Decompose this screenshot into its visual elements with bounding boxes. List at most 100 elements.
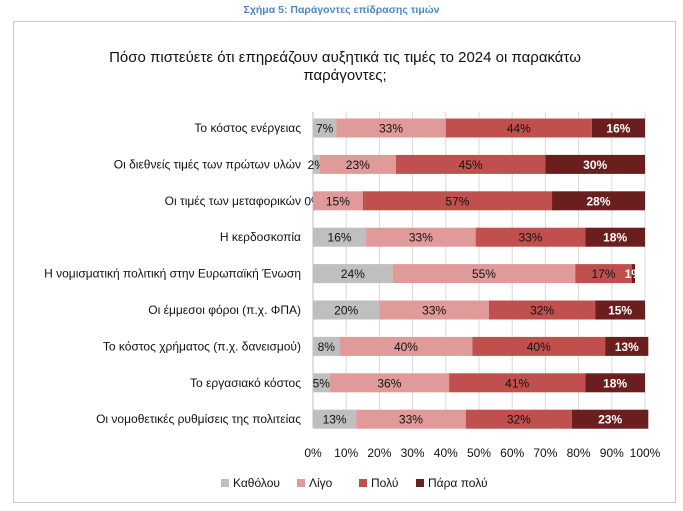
bars-layer: 7%33%44%16%2%23%45%30%0%15%57%28%16%33%3… (304, 118, 649, 429)
bar-segment (313, 336, 340, 356)
chart-title: Πόσο πιστεύετε ότι επηρεάζουν αυξητικά τ… (109, 49, 581, 84)
category-label: Η κερδοσκοπία (220, 230, 301, 244)
x-tick-label: 0% (304, 446, 322, 460)
data-label: 33% (422, 304, 446, 318)
bar-segment (631, 264, 636, 284)
data-label: 32% (530, 304, 554, 318)
bar-segment (545, 154, 645, 174)
data-label: 55% (472, 267, 496, 281)
data-label: 33% (379, 122, 403, 136)
bar-segment (488, 300, 596, 320)
data-label: 24% (341, 267, 365, 281)
category-label: Το κόστος χρήματος (π.χ. δανεισμού) (103, 339, 301, 353)
bar-segment (313, 227, 367, 247)
bar-segment (585, 227, 645, 247)
x-tick-label: 20% (367, 446, 391, 460)
data-label: 57% (445, 194, 469, 208)
bar-segment (313, 191, 363, 211)
bar-segment (319, 154, 396, 174)
bar-segment (472, 336, 606, 356)
data-label: 40% (527, 340, 551, 354)
bar-segment (465, 409, 572, 429)
data-label: 16% (606, 122, 630, 136)
data-label: 36% (377, 376, 401, 390)
legend-swatch (221, 479, 229, 487)
data-label: 45% (459, 158, 483, 172)
data-label: 13% (323, 413, 347, 427)
bar-segment (449, 373, 586, 393)
data-label: 8% (318, 340, 336, 354)
data-label: 33% (399, 413, 423, 427)
data-label: 32% (507, 413, 531, 427)
bar-segment (396, 154, 546, 174)
legend-label: Καθόλου (233, 476, 280, 490)
bar-segment (362, 191, 553, 211)
category-labels: Το κόστος ενέργειας Οι διεθνείς τιμές των… (44, 121, 301, 426)
bar-segment (575, 264, 632, 284)
x-tick-label: 10% (334, 446, 358, 460)
x-tick-label: 70% (533, 446, 557, 460)
x-tick-labels: 0% 10% 20% 30% 40% 50% 60% 70% 80% 90% 100% (304, 446, 660, 460)
category-label: Οι διεθνείς τιμές των πρώτων υλών (114, 157, 301, 171)
bar-segment (475, 227, 586, 247)
bar-segment (313, 154, 320, 174)
bar-segment (571, 409, 649, 429)
bar-segment (605, 336, 649, 356)
data-label: 1% (625, 267, 643, 281)
x-tick-label: 50% (467, 446, 491, 460)
data-label: 41% (505, 376, 529, 390)
x-tick-label: 40% (434, 446, 458, 460)
bar-segment (366, 227, 476, 247)
data-label: 23% (346, 158, 370, 172)
category-label: Οι έμμεσοι φόροι (π.χ. ΦΠΑ) (148, 303, 301, 317)
legend: Καθόλου Λίγο Πολύ Πάρα πολύ (221, 476, 488, 490)
figure-caption: Σχήμα 5: Παράγοντες επίδρασης τιμών (243, 4, 440, 16)
bar-segment (392, 264, 576, 284)
x-tick-label: 80% (567, 446, 591, 460)
data-label: 7% (316, 122, 334, 136)
data-label: 33% (518, 231, 542, 245)
x-tick-label: 100% (630, 446, 661, 460)
bar-segment (445, 118, 592, 138)
bar-segment (339, 336, 473, 356)
bar-segment (595, 300, 645, 320)
data-label: 18% (603, 231, 627, 245)
bar-segment (313, 409, 357, 429)
data-label: 23% (598, 413, 622, 427)
data-label: 40% (394, 340, 418, 354)
data-label: 30% (583, 158, 607, 172)
data-label: 28% (587, 194, 611, 208)
bar-segment (313, 300, 380, 320)
category-label: Οι νομοθετικές ρυθμίσεις της πολιτείας (96, 412, 301, 426)
category-label: Το κόστος ενέργειας (194, 121, 301, 135)
bar-segment (585, 373, 645, 393)
legend-label: Λίγο (309, 476, 333, 490)
legend-label: Πολύ (371, 476, 398, 490)
bar-segment (336, 118, 446, 138)
x-tick-label: 90% (600, 446, 624, 460)
category-label: Το εργασιακό κόστος (190, 376, 301, 390)
data-label: 15% (326, 194, 350, 208)
bar-segment (379, 300, 489, 320)
bar-segment (313, 264, 393, 284)
legend-swatch (297, 479, 305, 487)
data-label: 44% (507, 122, 531, 136)
bar-segment (552, 191, 645, 211)
data-label: 16% (328, 231, 352, 245)
bar-segment (591, 118, 645, 138)
data-label: 13% (615, 340, 639, 354)
data-label: 20% (334, 304, 358, 318)
category-label: Οι τιμές των μεταφορικών (165, 194, 301, 208)
bar-segment (356, 409, 466, 429)
bar-segment (329, 373, 450, 393)
bar-segment (313, 118, 337, 138)
data-label: 18% (603, 376, 627, 390)
x-tick-label: 30% (401, 446, 425, 460)
data-label: 5% (313, 376, 331, 390)
category-label: Η νομισματική πολιτική στην Ευρωπαϊκή Έν… (44, 267, 301, 281)
data-label: 15% (608, 304, 632, 318)
x-tick-label: 60% (500, 446, 524, 460)
legend-swatch (416, 479, 424, 487)
data-label: 33% (409, 231, 433, 245)
